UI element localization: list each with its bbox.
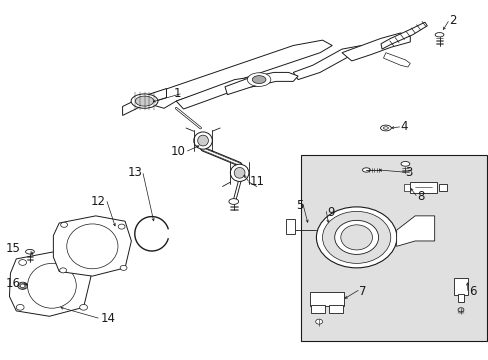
Text: 5: 5 xyxy=(295,199,303,212)
Polygon shape xyxy=(293,45,370,80)
Text: 2: 2 xyxy=(448,14,456,27)
Text: 15: 15 xyxy=(5,242,20,255)
Ellipse shape xyxy=(340,225,372,250)
Text: 10: 10 xyxy=(171,145,185,158)
Polygon shape xyxy=(122,89,166,116)
Ellipse shape xyxy=(247,73,270,86)
Bar xyxy=(409,182,436,193)
Ellipse shape xyxy=(20,284,25,288)
Bar xyxy=(311,305,325,314)
Circle shape xyxy=(16,305,24,310)
Ellipse shape xyxy=(362,168,369,172)
Text: 6: 6 xyxy=(468,285,475,298)
Ellipse shape xyxy=(197,135,208,146)
Text: 16: 16 xyxy=(5,278,20,291)
Ellipse shape xyxy=(228,199,238,204)
Circle shape xyxy=(19,260,26,265)
Text: 7: 7 xyxy=(358,285,366,298)
Ellipse shape xyxy=(334,220,378,255)
Circle shape xyxy=(118,224,125,229)
Bar xyxy=(457,294,463,302)
Polygon shape xyxy=(341,33,409,61)
Text: 13: 13 xyxy=(127,166,142,179)
Polygon shape xyxy=(53,216,131,276)
Ellipse shape xyxy=(27,264,76,308)
Ellipse shape xyxy=(434,33,443,37)
Polygon shape xyxy=(140,40,331,108)
Bar xyxy=(453,278,467,295)
Polygon shape xyxy=(383,53,409,67)
Ellipse shape xyxy=(193,132,212,149)
Ellipse shape xyxy=(135,96,154,106)
Bar xyxy=(285,220,294,234)
Ellipse shape xyxy=(131,94,158,108)
Polygon shape xyxy=(396,216,434,246)
Ellipse shape xyxy=(380,125,390,131)
Polygon shape xyxy=(176,76,273,109)
Polygon shape xyxy=(380,22,427,49)
Ellipse shape xyxy=(322,211,390,264)
Circle shape xyxy=(120,265,127,270)
Ellipse shape xyxy=(25,249,34,254)
Text: 1: 1 xyxy=(173,87,181,100)
Text: 14: 14 xyxy=(101,311,116,325)
Ellipse shape xyxy=(400,162,409,166)
Polygon shape xyxy=(9,252,91,316)
Ellipse shape xyxy=(234,167,244,178)
Ellipse shape xyxy=(316,207,396,268)
Circle shape xyxy=(80,305,87,310)
Ellipse shape xyxy=(252,76,265,84)
Ellipse shape xyxy=(383,127,387,129)
Text: 11: 11 xyxy=(249,175,264,188)
Circle shape xyxy=(61,222,67,227)
Ellipse shape xyxy=(230,164,248,181)
Bar xyxy=(310,292,344,306)
Bar xyxy=(404,184,409,191)
Ellipse shape xyxy=(18,282,27,289)
Text: 12: 12 xyxy=(90,195,105,208)
Bar xyxy=(300,155,487,341)
Text: 8: 8 xyxy=(417,190,424,203)
Circle shape xyxy=(77,260,85,265)
Circle shape xyxy=(60,268,66,273)
Bar xyxy=(438,184,447,191)
Bar xyxy=(328,305,342,314)
Text: 9: 9 xyxy=(327,206,334,219)
Text: 3: 3 xyxy=(405,166,412,179)
Ellipse shape xyxy=(315,319,322,324)
Text: 4: 4 xyxy=(400,120,407,133)
Ellipse shape xyxy=(67,224,118,269)
Ellipse shape xyxy=(457,308,463,312)
Polygon shape xyxy=(224,72,298,95)
